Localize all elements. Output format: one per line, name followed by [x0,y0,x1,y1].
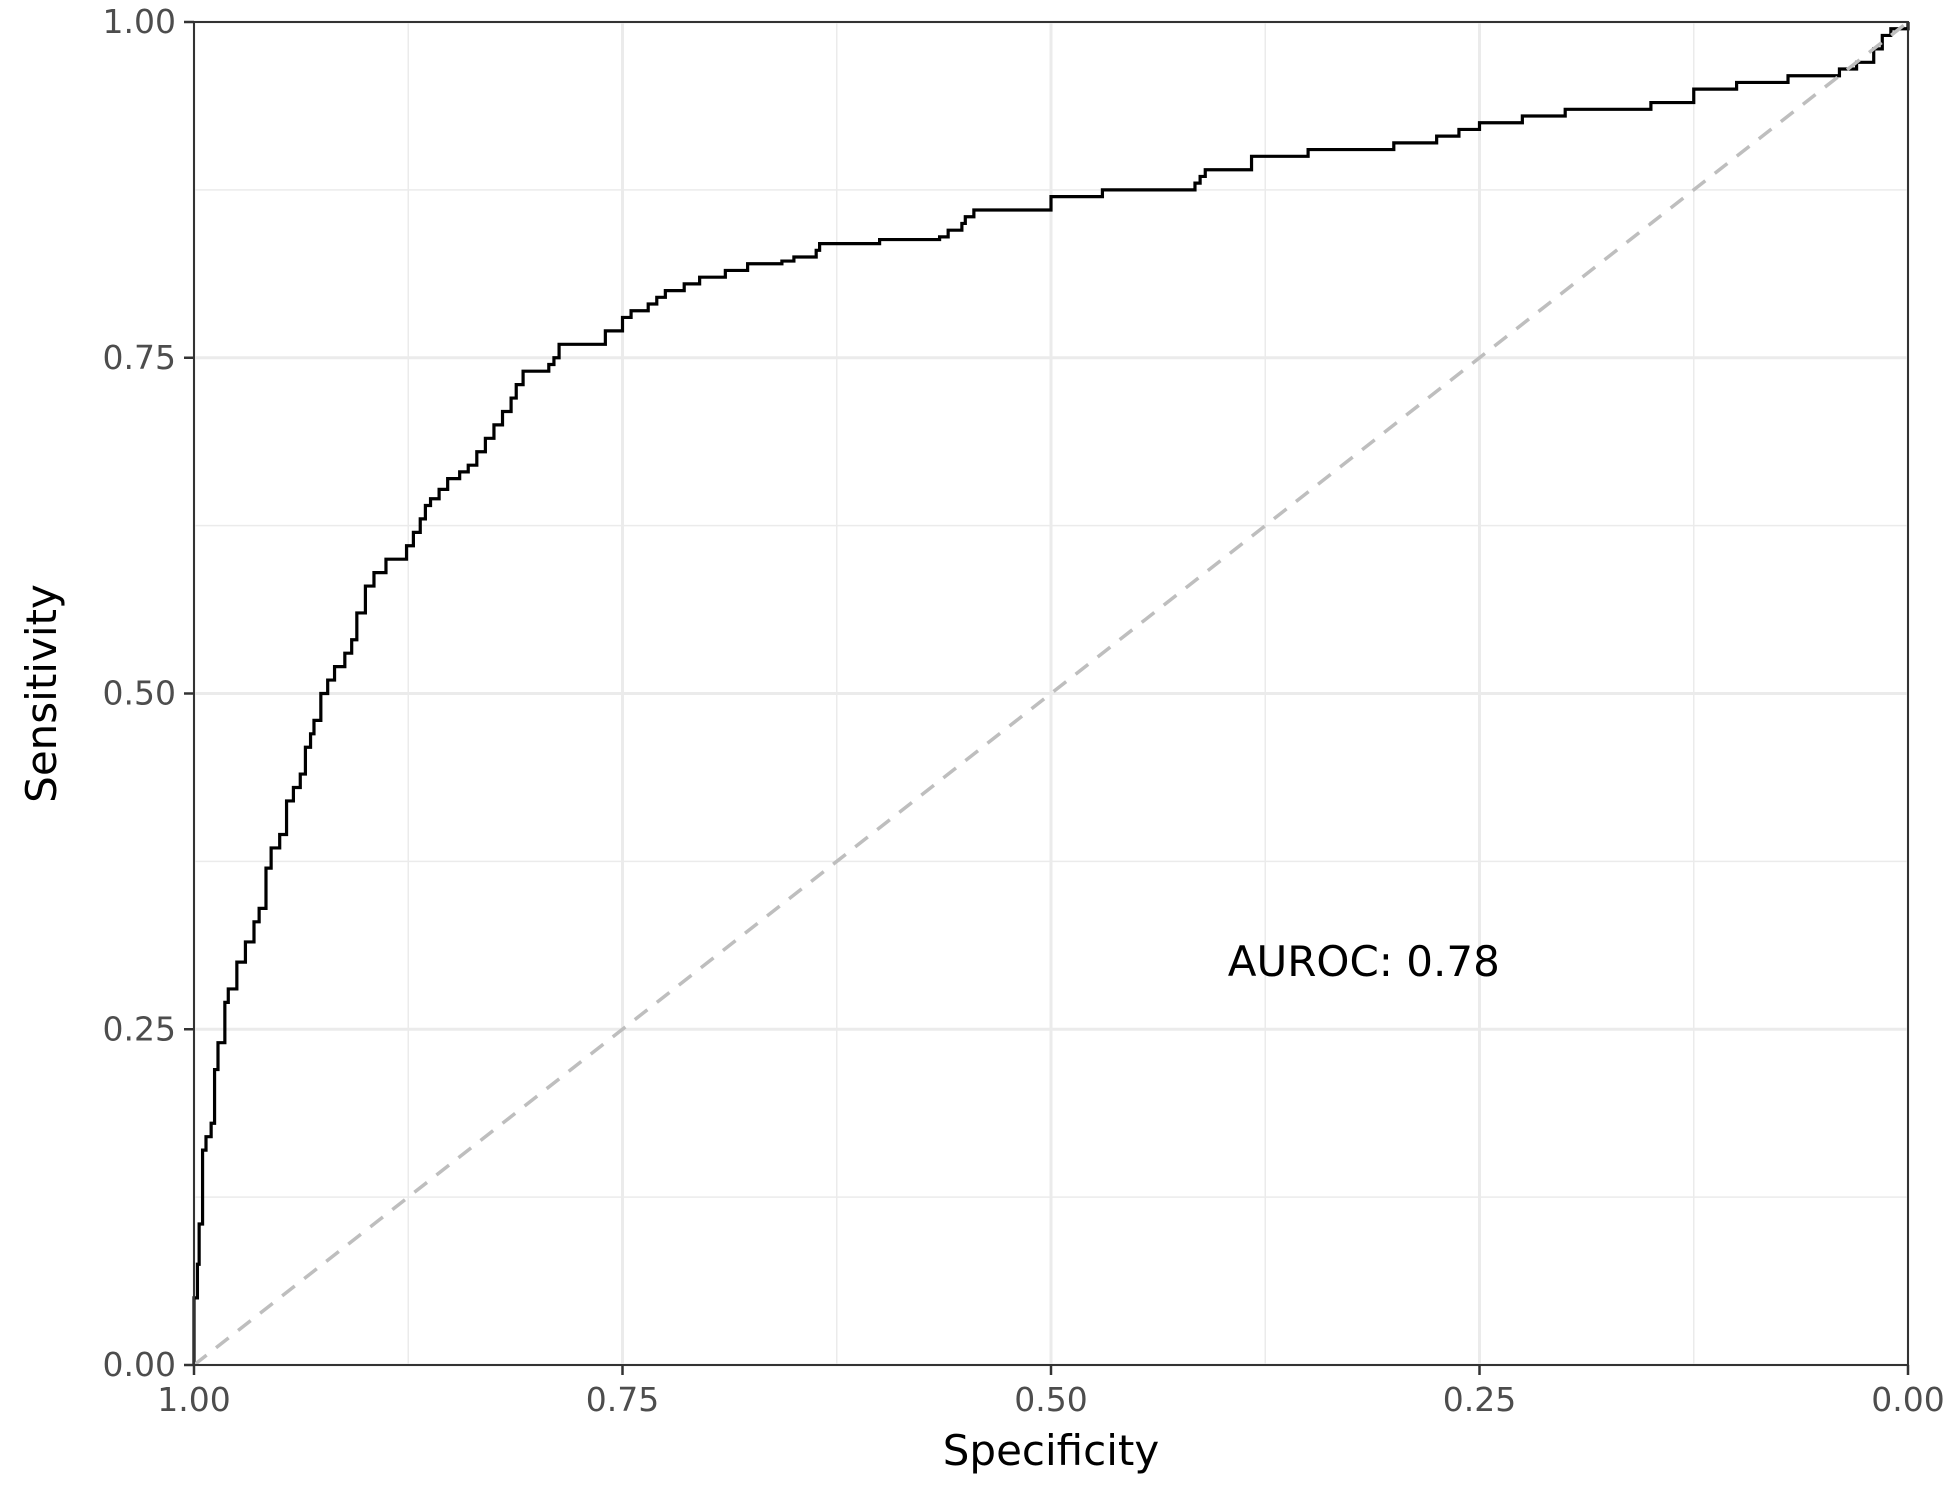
y-tick-labels: 0.00 0.25 0.50 0.75 1.00 [103,2,176,1384]
auroc-annotation: AUROC: 0.78 [1228,937,1500,986]
x-tick-label: 0.75 [586,1380,659,1419]
roc-curve [192,22,1910,1365]
x-axis-title: Specificity [943,1426,1159,1475]
y-tick-label: 0.00 [103,1345,176,1384]
y-tick-label: 0.25 [103,1009,176,1048]
y-tick-label: 0.50 [103,674,176,713]
x-tick-labels: 1.00 0.75 0.50 0.25 0.00 [157,1380,1944,1419]
series-layer [192,20,1910,1367]
y-tick-label: 1.00 [103,2,176,41]
x-tick-label: 1.00 [157,1380,230,1419]
y-axis-title: Sensitivity [17,584,66,803]
axis-ticks [184,20,1910,1375]
x-tick-label: 0.50 [1014,1380,1087,1419]
y-tick-label: 0.75 [103,338,176,377]
x-tick-label: 0.00 [1871,1380,1944,1419]
x-tick-label: 0.25 [1443,1380,1516,1419]
